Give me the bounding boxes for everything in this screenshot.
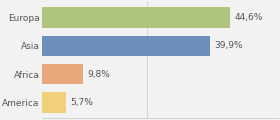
Bar (42, 7, 230, 28)
Text: 44,6%: 44,6% (234, 13, 263, 22)
Bar (42, 92, 66, 113)
Text: 39,9%: 39,9% (214, 41, 243, 50)
Text: 5,7%: 5,7% (71, 98, 93, 107)
Text: 9,8%: 9,8% (88, 70, 111, 79)
Bar (42, 64, 83, 84)
Bar (42, 36, 210, 56)
